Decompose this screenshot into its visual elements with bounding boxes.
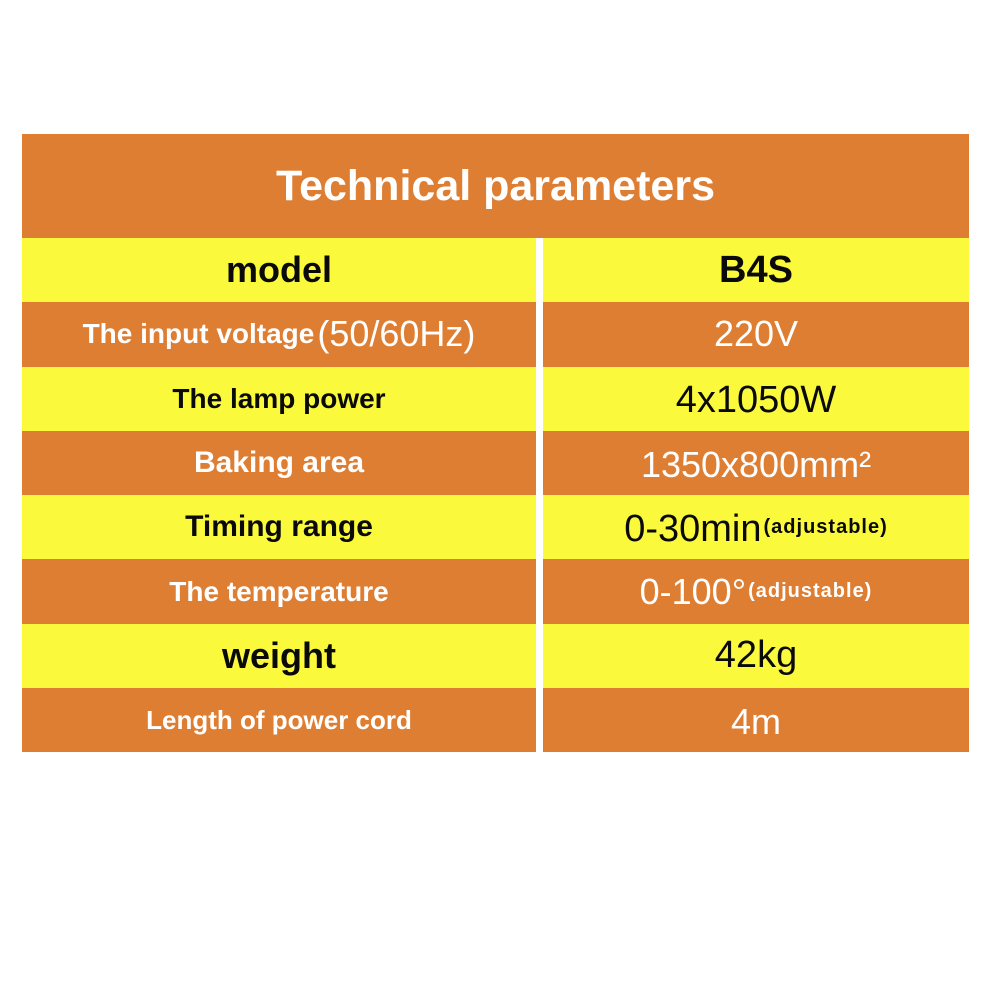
row-label: The temperature xyxy=(169,575,389,607)
row-label: The input voltage xyxy=(82,318,315,350)
row-value: 4x1050W xyxy=(675,379,837,422)
value-cell: 4x1050W xyxy=(543,366,969,431)
row-value: 4m xyxy=(730,701,781,743)
label-cell: Baking area xyxy=(22,430,536,496)
label-cell: The lamp power xyxy=(22,366,536,431)
value-cell: 0-30min (adjustable) xyxy=(543,495,969,560)
row-value-suffix: (adjustable) xyxy=(748,580,873,603)
value-cell: B4S xyxy=(543,238,969,303)
row-value: 220V xyxy=(713,313,799,355)
row-label: The lamp power xyxy=(172,382,386,414)
spec-table: Technical parameters model B4S The input… xyxy=(22,134,969,753)
table-row-timing-range: Timing range 0-30min (adjustable) xyxy=(22,495,969,560)
row-label-paren: (50/60Hz) xyxy=(317,313,476,355)
row-label: model xyxy=(225,249,332,291)
row-value: 42kg xyxy=(714,634,798,677)
label-cell: weight xyxy=(22,623,536,689)
row-value: 1350x800mm² xyxy=(640,444,872,486)
row-value: 0-30min xyxy=(624,507,762,550)
column-divider xyxy=(536,559,543,624)
column-divider xyxy=(536,430,543,496)
column-divider xyxy=(536,623,543,689)
row-value: B4S xyxy=(719,248,793,291)
value-cell: 1350x800mm² xyxy=(543,430,969,496)
column-divider xyxy=(536,495,543,560)
value-cell: 0-100° (adjustable) xyxy=(543,559,969,624)
table-row-power-cord: Length of power cord 4m xyxy=(22,688,969,753)
table-row-lamp-power: The lamp power 4x1050W xyxy=(22,366,969,431)
value-cell: 42kg xyxy=(543,623,969,689)
table-row-weight: weight 42kg xyxy=(22,623,969,689)
table-row-temperature: The temperature 0-100° (adjustable) xyxy=(22,559,969,624)
row-value: 0-100° xyxy=(639,570,747,612)
column-divider xyxy=(536,302,543,367)
table-title: Technical parameters xyxy=(276,161,715,210)
column-divider xyxy=(536,366,543,431)
column-divider xyxy=(536,238,543,303)
row-label: Baking area xyxy=(193,446,365,480)
row-label: weight xyxy=(222,634,336,676)
label-cell: The input voltage (50/60Hz) xyxy=(22,302,536,367)
table-row-model: model B4S xyxy=(22,238,969,303)
label-cell: The temperature xyxy=(22,559,536,624)
row-label: Length of power cord xyxy=(146,704,412,735)
label-cell: Timing range xyxy=(22,495,536,560)
column-divider xyxy=(536,688,543,753)
table-row-input-voltage: The input voltage (50/60Hz) 220V xyxy=(22,302,969,367)
table-row-baking-area: Baking area 1350x800mm² xyxy=(22,430,969,496)
label-cell: Length of power cord xyxy=(22,688,536,753)
value-cell: 220V xyxy=(543,302,969,367)
row-value-suffix: (adjustable) xyxy=(763,515,888,538)
row-label: Timing range xyxy=(185,510,373,544)
value-cell: 4m xyxy=(543,688,969,753)
label-cell: model xyxy=(22,238,536,303)
table-header: Technical parameters xyxy=(22,134,969,238)
